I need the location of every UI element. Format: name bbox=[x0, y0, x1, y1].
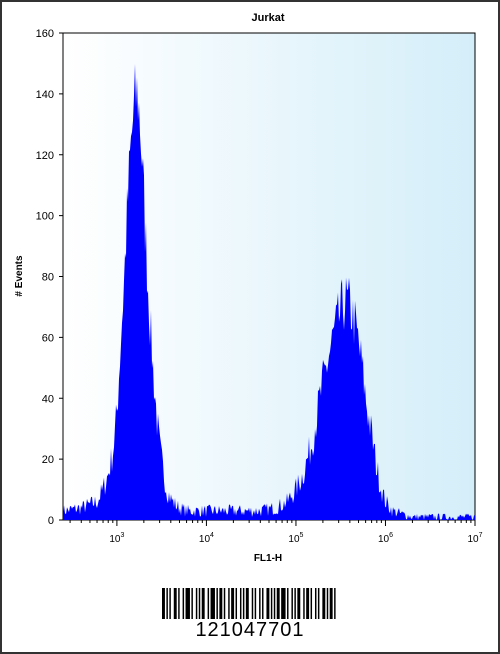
barcode-bar bbox=[251, 588, 254, 619]
barcode-bar bbox=[166, 588, 168, 619]
barcode-bar bbox=[314, 588, 317, 619]
y-tick-label: 140 bbox=[36, 89, 54, 101]
barcode-bar bbox=[276, 588, 280, 619]
y-tick-label: 160 bbox=[36, 28, 54, 40]
barcode-bar bbox=[287, 588, 289, 619]
barcode-bar bbox=[254, 588, 257, 619]
y-tick-label: 0 bbox=[48, 515, 54, 527]
barcode-bar bbox=[207, 588, 210, 619]
barcode-bar bbox=[223, 588, 226, 619]
barcode-bar bbox=[310, 588, 313, 619]
barcode-bar bbox=[259, 588, 261, 619]
barcode-bar bbox=[182, 588, 185, 619]
y-tick-label: 100 bbox=[36, 211, 54, 223]
y-tick-label: 80 bbox=[42, 272, 54, 284]
barcode-number: 121047701 bbox=[195, 619, 305, 641]
barcode-bar bbox=[231, 588, 235, 619]
x-tick-label: 104 bbox=[199, 532, 214, 545]
y-tick-label: 40 bbox=[42, 393, 54, 405]
barcode-bar bbox=[173, 588, 177, 619]
barcode-bar bbox=[322, 588, 326, 619]
barcode-bar bbox=[198, 588, 201, 619]
histogram-area bbox=[63, 64, 475, 520]
y-tick-label: 120 bbox=[36, 150, 54, 162]
barcode-bar bbox=[235, 588, 238, 619]
y-tick-label: 60 bbox=[42, 332, 54, 344]
barcode-bar bbox=[201, 588, 205, 619]
barcode-bar bbox=[262, 588, 264, 619]
barcode-bar bbox=[219, 588, 223, 619]
x-tick-label: 103 bbox=[109, 532, 124, 545]
barcode-bar bbox=[326, 588, 329, 619]
barcode-bar bbox=[169, 588, 171, 619]
barcode-bar bbox=[239, 588, 242, 619]
barcode-bar bbox=[270, 588, 273, 619]
barcode-bar bbox=[242, 588, 245, 619]
barcode bbox=[162, 588, 336, 619]
x-axis: 103 104 105 106 107 bbox=[69, 520, 483, 545]
barcode-bar bbox=[178, 588, 180, 619]
barcode-bar bbox=[195, 588, 198, 619]
barcode-bar bbox=[291, 588, 293, 619]
barcode-bar bbox=[273, 588, 276, 619]
barcode-bar bbox=[191, 588, 193, 619]
barcode-bar bbox=[297, 588, 301, 619]
x-axis-label: FL1-H bbox=[254, 553, 282, 564]
x-tick-label: 106 bbox=[378, 532, 393, 545]
x-tick-label: 107 bbox=[467, 532, 482, 545]
barcode-bar bbox=[210, 588, 215, 619]
barcode-bar bbox=[245, 588, 249, 619]
barcode-bar bbox=[216, 588, 218, 619]
barcode-bar bbox=[303, 588, 305, 619]
barcode-bar bbox=[185, 588, 190, 619]
chart-title: Jurkat bbox=[251, 12, 284, 24]
barcode-bar bbox=[306, 588, 310, 619]
x-tick-label: 105 bbox=[288, 532, 303, 545]
barcode-bar bbox=[317, 588, 320, 619]
barcode-bar bbox=[266, 588, 270, 619]
y-tick-label: 20 bbox=[42, 454, 54, 466]
y-axis-label: # Events bbox=[14, 255, 25, 297]
y-axis: 0 20 40 60 80 100 120 140 160 bbox=[36, 28, 63, 527]
barcode-bar bbox=[281, 588, 286, 619]
barcode-bar bbox=[334, 588, 336, 619]
barcode-bar bbox=[294, 588, 296, 619]
barcode-bar bbox=[228, 588, 230, 619]
barcode-bar bbox=[329, 588, 333, 619]
barcode-bar bbox=[162, 588, 165, 619]
